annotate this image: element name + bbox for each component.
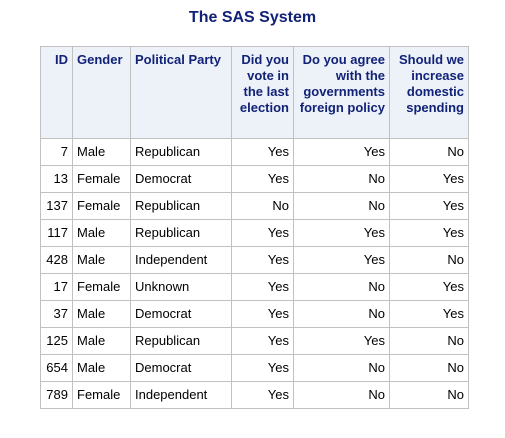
cell-gender: Male [72,354,131,382]
cell-political-party: Democrat [130,354,232,382]
table-row: 654 Male Democrat Yes No No [40,354,469,382]
cell-voted: Yes [231,327,294,355]
cell-agree-foreign-policy: Yes [293,138,390,166]
cell-id: 7 [40,138,73,166]
cell-increase-spending: No [389,354,469,382]
cell-political-party: Republican [130,192,232,220]
column-header-gender: Gender [72,46,131,139]
cell-gender: Female [72,273,131,301]
cell-increase-spending: No [389,246,469,274]
cell-increase-spending: Yes [389,192,469,220]
cell-agree-foreign-policy: No [293,192,390,220]
table-body: 7 Male Republican Yes Yes No 13 Female Democrat Y… [40,138,469,409]
cell-increase-spending: Yes [389,300,469,328]
cell-id: 125 [40,327,73,355]
cell-agree-foreign-policy: No [293,354,390,382]
cell-increase-spending: No [389,138,469,166]
cell-political-party: Republican [130,138,232,166]
cell-voted: Yes [231,273,294,301]
cell-voted: Yes [231,138,294,166]
column-header-voted-last-election: Did you vote in the last election [231,46,294,139]
survey-results-table: ID Gender Political Party Did you vote i… [40,46,469,409]
cell-id: 428 [40,246,73,274]
cell-voted: Yes [231,246,294,274]
table-row: 7 Male Republican Yes Yes No [40,138,469,166]
column-header-political-party: Political Party [130,46,232,139]
cell-political-party: Republican [130,327,232,355]
cell-gender: Male [72,138,131,166]
cell-voted: Yes [231,354,294,382]
table-row: 789 Female Independent Yes No No [40,381,469,409]
cell-political-party: Republican [130,219,232,247]
cell-voted: No [231,192,294,220]
cell-agree-foreign-policy: No [293,381,390,409]
table-row: 125 Male Republican Yes Yes No [40,327,469,355]
column-header-increase-domestic-spending: Should we increase domestic spending [389,46,469,139]
cell-political-party: Unknown [130,273,232,301]
header-row: ID Gender Political Party Did you vote i… [40,46,469,139]
table-row: 37 Male Democrat Yes No Yes [40,300,469,328]
cell-voted: Yes [231,219,294,247]
cell-gender: Male [72,246,131,274]
cell-agree-foreign-policy: No [293,273,390,301]
cell-id: 37 [40,300,73,328]
table-row: 13 Female Democrat Yes No Yes [40,165,469,193]
cell-increase-spending: No [389,327,469,355]
cell-gender: Female [72,192,131,220]
cell-agree-foreign-policy: No [293,165,390,193]
column-header-id: ID [40,46,73,139]
table-row: 117 Male Republican Yes Yes Yes [40,219,469,247]
cell-gender: Male [72,300,131,328]
table-row: 428 Male Independent Yes Yes No [40,246,469,274]
cell-voted: Yes [231,381,294,409]
cell-gender: Female [72,165,131,193]
cell-political-party: Independent [130,246,232,274]
cell-political-party: Democrat [130,300,232,328]
cell-id: 137 [40,192,73,220]
cell-agree-foreign-policy: Yes [293,219,390,247]
cell-id: 13 [40,165,73,193]
cell-agree-foreign-policy: Yes [293,327,390,355]
cell-voted: Yes [231,300,294,328]
cell-gender: Male [72,219,131,247]
table-row: 17 Female Unknown Yes No Yes [40,273,469,301]
table-row: 137 Female Republican No No Yes [40,192,469,220]
cell-id: 789 [40,381,73,409]
cell-id: 17 [40,273,73,301]
cell-political-party: Independent [130,381,232,409]
cell-agree-foreign-policy: No [293,300,390,328]
cell-id: 654 [40,354,73,382]
report-title: The SAS System [188,9,317,26]
cell-increase-spending: Yes [389,273,469,301]
column-header-agree-foreign-policy: Do you agree with the governments foreig… [293,46,390,139]
cell-gender: Male [72,327,131,355]
cell-agree-foreign-policy: Yes [293,246,390,274]
cell-political-party: Democrat [130,165,232,193]
cell-increase-spending: Yes [389,165,469,193]
cell-increase-spending: No [389,381,469,409]
cell-voted: Yes [231,165,294,193]
cell-increase-spending: Yes [389,219,469,247]
cell-gender: Female [72,381,131,409]
cell-id: 117 [40,219,73,247]
